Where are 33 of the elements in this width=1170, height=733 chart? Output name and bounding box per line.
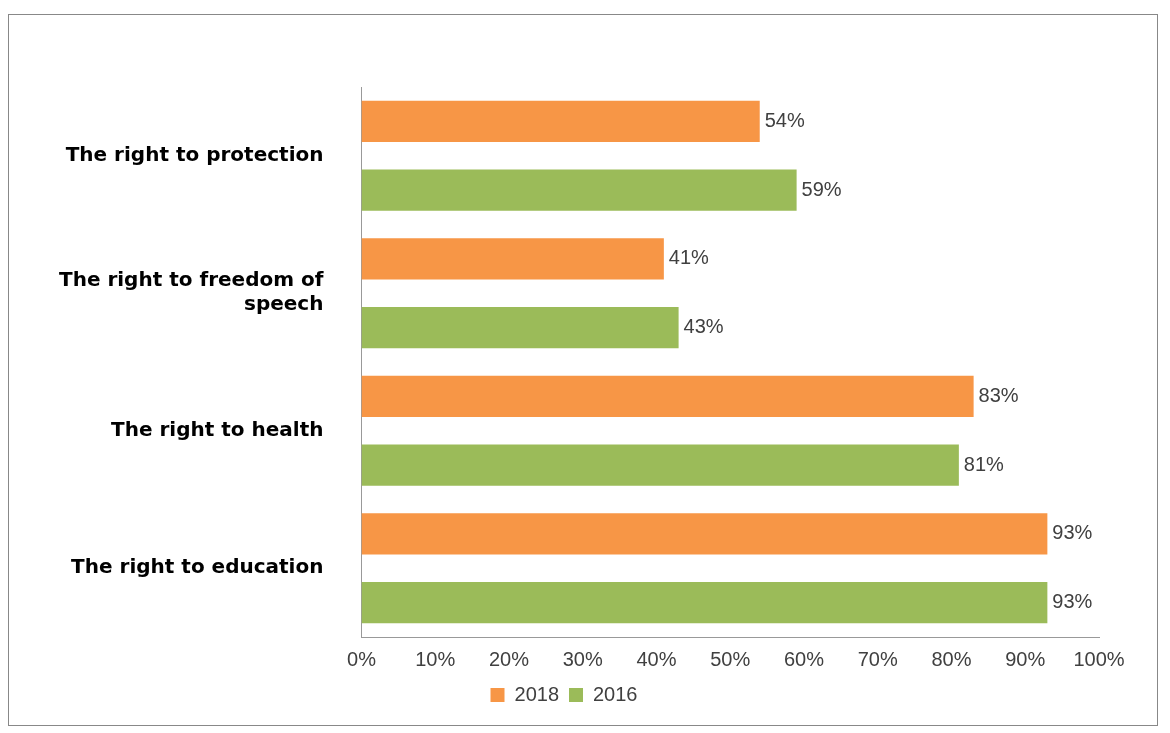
data-label: 54% [764, 108, 805, 131]
y-tick-label: The right to protection [65, 141, 324, 166]
y-tick-label: The right to health [111, 416, 324, 441]
x-tick-label: 70% [857, 647, 898, 670]
data-label: 81% [963, 452, 1005, 475]
y-tick-label: The right to freedom of speech [58, 267, 324, 316]
data-label: 83% [978, 383, 1019, 406]
bar [361, 513, 1048, 555]
x-tick-label: 100% [1073, 647, 1125, 670]
x-tick-label: 80% [931, 647, 972, 670]
data-label: 59% [801, 177, 842, 200]
bar [361, 582, 1048, 624]
x-tick-label: 0% [347, 647, 377, 670]
x-tick-label: 30% [562, 647, 603, 670]
bar [361, 169, 797, 211]
data-label: 93% [1052, 590, 1093, 613]
x-tick-label: 20% [488, 647, 530, 670]
bar [361, 238, 664, 280]
legend-label: 2018 [514, 682, 560, 705]
x-tick-label: 10% [415, 647, 456, 670]
bar [361, 375, 974, 417]
legend-label: 2016 [593, 682, 638, 705]
x-tick-label: 40% [636, 647, 677, 670]
x-tick-label: 50% [710, 647, 751, 670]
data-label: 41% [668, 246, 710, 269]
bar [361, 444, 959, 486]
bar [361, 307, 679, 349]
y-tick-label: The right to education [71, 554, 324, 579]
data-label: 43% [683, 315, 724, 338]
bar [361, 100, 760, 142]
data-label: 93% [1052, 521, 1093, 544]
x-tick-label: 60% [783, 647, 825, 670]
x-tick-label: 90% [1005, 647, 1046, 670]
